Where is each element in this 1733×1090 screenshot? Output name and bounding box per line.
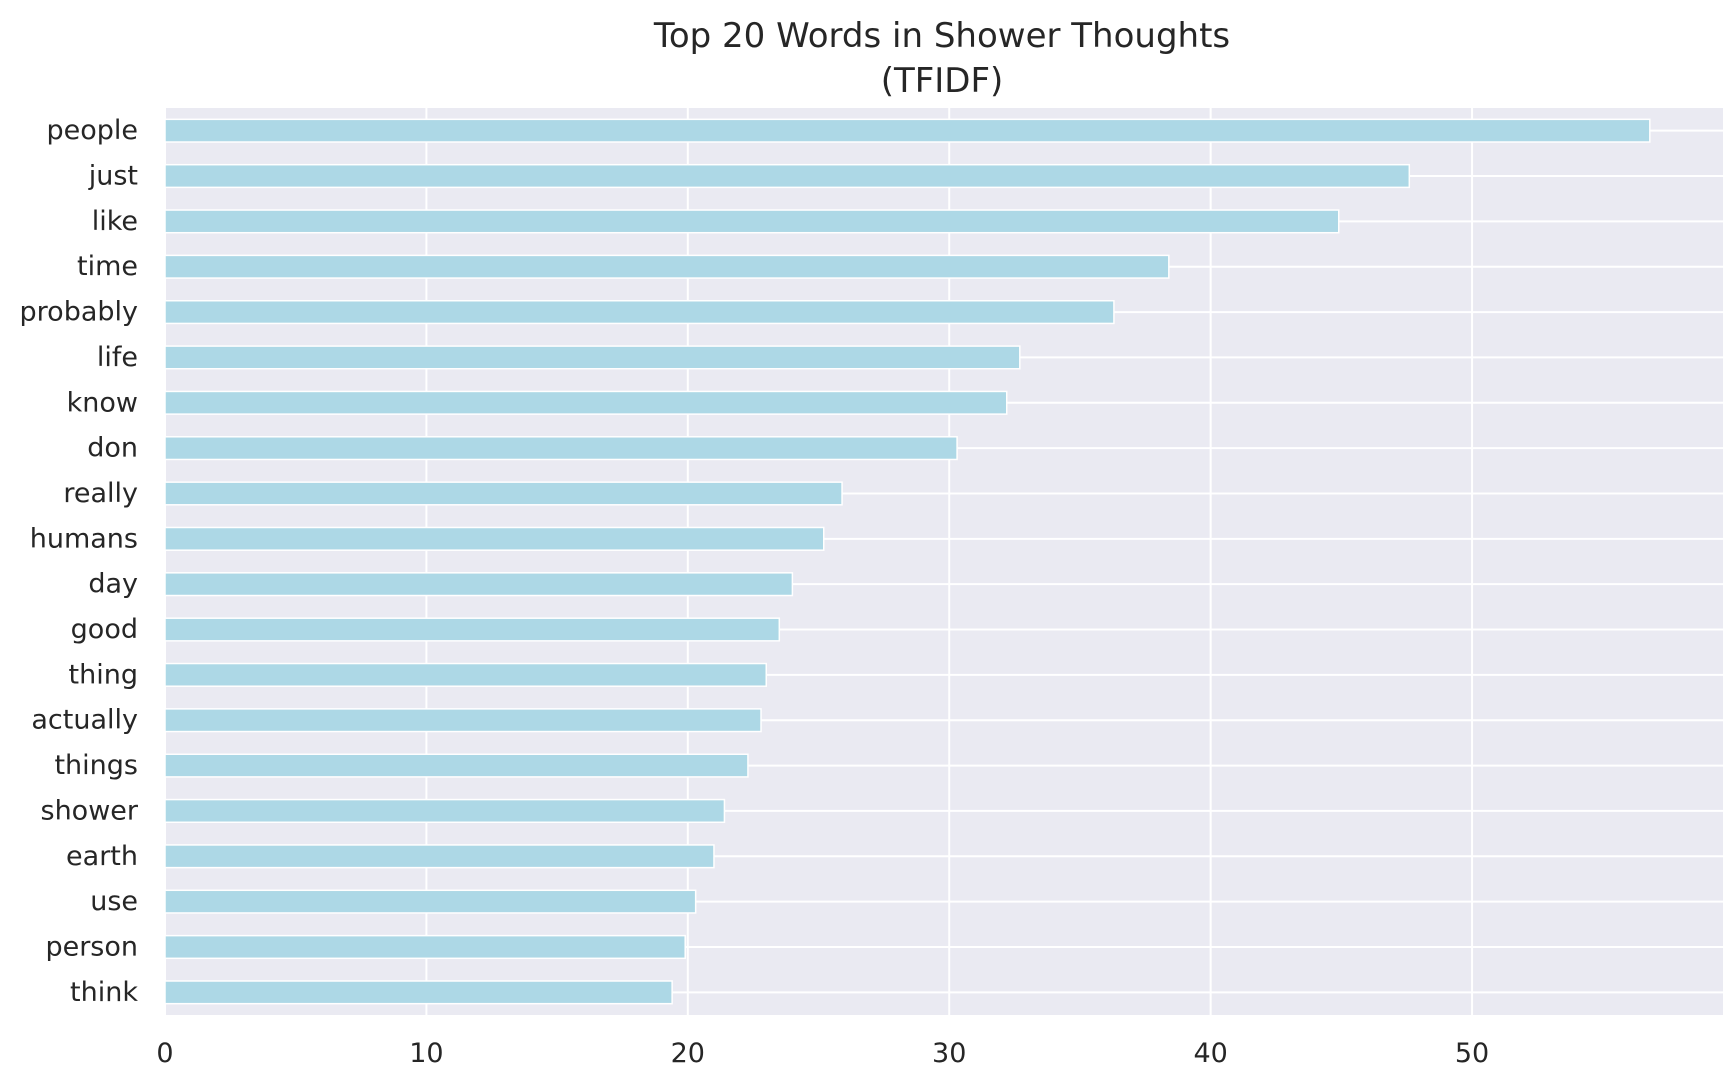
y-tick-label: probably [20, 297, 138, 328]
bar-actually [164, 708, 762, 733]
y-tick-label: person [45, 931, 138, 962]
bar-good [164, 617, 781, 642]
y-tick-label: know [67, 387, 138, 418]
x-tick-label: 20 [671, 1038, 705, 1069]
y-tick-label: shower [41, 795, 139, 826]
y-tick-label: time [77, 251, 138, 282]
bar-time [164, 254, 1170, 279]
y-tick-label: life [97, 342, 138, 373]
bar-know [164, 390, 1008, 415]
bars [164, 118, 1651, 1005]
x-tick-label: 50 [1455, 1038, 1489, 1069]
y-tick-label: thing [69, 659, 138, 690]
x-tick-label: 10 [409, 1038, 443, 1069]
bar-day [164, 572, 794, 597]
y-tick-label: day [88, 569, 138, 600]
bar-use [164, 889, 697, 914]
y-tick-label: use [90, 886, 138, 917]
x-tick-label: 0 [156, 1038, 173, 1069]
bar-shower [164, 798, 726, 824]
bar-humans [164, 526, 825, 551]
bar-people [164, 118, 1651, 143]
y-tick-label: just [88, 161, 138, 192]
bar-person [164, 934, 686, 960]
y-tick-label: like [92, 206, 138, 237]
y-tick-label: humans [30, 523, 138, 554]
x-tick-labels: 0 10 20 30 40 50 [156, 1038, 1489, 1069]
y-tick-label: don [87, 433, 138, 464]
bar-thing [164, 662, 767, 687]
bar-life [164, 345, 1021, 370]
y-tick-label: think [70, 977, 138, 1008]
bar-things [164, 753, 749, 778]
y-tick-label: things [54, 750, 138, 781]
y-tick-label: good [71, 614, 138, 645]
plot-area [165, 108, 1723, 1015]
bar-really [164, 481, 843, 506]
bar-think [164, 980, 673, 1005]
bar-don [164, 436, 958, 461]
y-tick-label: people [46, 115, 138, 146]
x-tick-label: 30 [932, 1038, 966, 1069]
bar-probably [164, 299, 1115, 325]
chart-title: Top 20 Words in Shower Thoughts [653, 16, 1230, 56]
chart-subtitle: (TFIDF) [881, 61, 1004, 101]
bar-just [164, 163, 1411, 189]
y-tick-label: really [63, 478, 138, 509]
x-tick-label: 40 [1193, 1038, 1227, 1069]
bar-earth [164, 844, 715, 869]
y-tick-label: actually [31, 705, 138, 736]
bar-like [164, 209, 1340, 234]
y-tick-labels: people just like time probably life know don rea… [20, 115, 139, 1008]
y-tick-label: earth [66, 841, 138, 872]
